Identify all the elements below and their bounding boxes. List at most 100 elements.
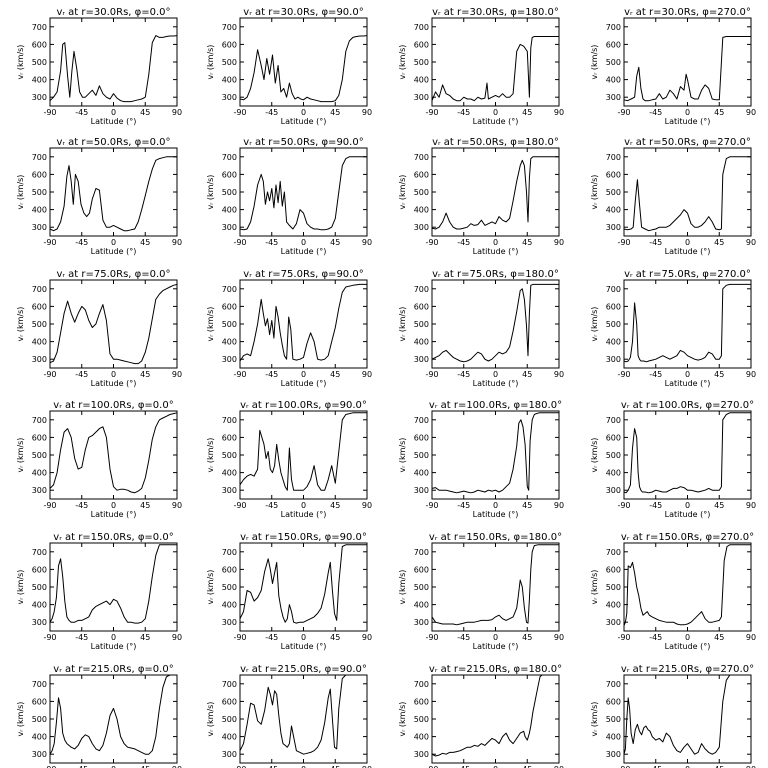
y-tick-label: 700 [222, 416, 237, 425]
y-tick-label: 500 [606, 451, 621, 460]
series-line [49, 283, 178, 365]
x-tick-label: 90 [172, 765, 182, 768]
y-tick-label: 500 [32, 583, 47, 592]
panel-title: vᵣ at r=50.0Rs, φ=180.0° [432, 137, 559, 148]
x-tick-label: -90 [425, 633, 438, 642]
y-axis-label: vᵣ (km/s) [206, 45, 215, 80]
x-tick-label: -90 [233, 765, 246, 768]
y-tick-label: 400 [222, 338, 237, 347]
y-tick-label: 600 [606, 433, 621, 442]
panel-18: vᵣ at r=150.0Rs, φ=90.0° -90 -45 0 45 90 300 40… [206, 532, 372, 651]
plot-frame [49, 147, 178, 237]
series-line [239, 35, 368, 103]
x-tick-label: -45 [649, 108, 662, 117]
y-tick-label: 300 [606, 93, 621, 102]
x-tick-label: -90 [43, 633, 56, 642]
panel-7: vᵣ at r=50.0Rs, φ=180.0° -90 -45 0 45 90 300 40… [398, 137, 564, 256]
y-axis-label: vᵣ (km/s) [398, 702, 407, 737]
y-axis-label: vᵣ (km/s) [16, 45, 25, 80]
x-tick-label: 0 [493, 238, 498, 247]
y-tick-label: 500 [32, 188, 47, 197]
y-tick-label: 500 [606, 583, 621, 592]
plot-frame [431, 17, 560, 107]
series-line [431, 544, 559, 626]
y-axis-label: vᵣ (km/s) [16, 307, 25, 342]
x-tick-label: 0 [301, 633, 306, 642]
panel-title: vᵣ at r=100.0Rs, φ=90.0° [240, 400, 367, 411]
y-tick-label: 400 [32, 469, 47, 478]
y-tick-label: 700 [32, 153, 47, 162]
x-tick-label: -90 [233, 238, 246, 247]
y-tick-label: 500 [222, 715, 237, 724]
panel-11: vᵣ at r=75.0Rs, φ=180.0° -90 -45 0 45 90 300 40… [398, 269, 564, 388]
y-tick-label: 700 [32, 548, 47, 557]
x-tick-label: 90 [554, 238, 564, 247]
x-tick-label: -90 [43, 370, 56, 379]
panel-20: vᵣ at r=150.0Rs, φ=270.0° -90 -45 0 45 90 300 4… [590, 532, 756, 651]
x-tick-label: 45 [714, 238, 724, 247]
panel-1: vᵣ at r=30.0Rs, φ=0.0° -90 -45 0 45 90 300 400 5… [16, 7, 182, 126]
y-axis-label: vᵣ (km/s) [590, 45, 599, 80]
x-tick-label: -45 [265, 501, 278, 510]
x-tick-label: -45 [265, 370, 278, 379]
x-tick-label: 90 [554, 633, 564, 642]
y-axis-label: vᵣ (km/s) [206, 570, 215, 605]
plot-frame [239, 147, 368, 237]
y-tick-label: 300 [222, 93, 237, 102]
x-tick-label: 90 [362, 238, 372, 247]
x-tick-label: 90 [554, 108, 564, 117]
plot-frame [623, 279, 752, 369]
x-tick-label: 45 [140, 108, 150, 117]
y-tick-label: 400 [222, 601, 237, 610]
x-tick-label: -45 [265, 765, 278, 768]
y-tick-label: 400 [32, 76, 47, 85]
x-tick-label: -90 [617, 501, 630, 510]
x-tick-label: -90 [425, 238, 438, 247]
x-tick-label: 0 [493, 633, 498, 642]
series-line [239, 544, 367, 624]
series-line [623, 412, 751, 494]
plot-frame [431, 542, 560, 632]
x-tick-label: 90 [746, 238, 756, 247]
x-tick-label: -90 [43, 765, 56, 768]
y-tick-label: 700 [32, 416, 47, 425]
x-tick-label: -90 [617, 238, 630, 247]
y-tick-label: 600 [222, 565, 237, 574]
series-line [49, 35, 178, 103]
x-tick-label: 90 [362, 633, 372, 642]
x-tick-label: 0 [111, 370, 116, 379]
panel-title: vᵣ at r=30.0Rs, φ=180.0° [432, 7, 559, 18]
panel-22: vᵣ at r=215.0Rs, φ=90.0° -90 -45 0 45 90 300 40… [206, 664, 372, 768]
x-tick-label: 45 [522, 370, 532, 379]
y-tick-label: 400 [414, 469, 429, 478]
x-tick-label: 45 [140, 633, 150, 642]
y-axis-label: vᵣ (km/s) [398, 307, 407, 342]
y-tick-label: 300 [222, 750, 237, 759]
x-tick-label: 0 [685, 238, 690, 247]
x-tick-label: -45 [457, 633, 470, 642]
plot-frame [239, 279, 368, 369]
y-tick-label: 500 [222, 58, 237, 67]
panel-title: vᵣ at r=75.0Rs, φ=0.0° [56, 269, 170, 280]
y-tick-label: 300 [414, 93, 429, 102]
y-tick-label: 700 [414, 23, 429, 32]
panel-title: vᵣ at r=100.0Rs, φ=0.0° [53, 400, 173, 411]
x-axis-label: Latitude (°) [473, 247, 519, 256]
y-tick-label: 600 [414, 433, 429, 442]
y-tick-label: 700 [32, 285, 47, 294]
y-tick-label: 700 [414, 680, 429, 689]
plot-frame [623, 542, 752, 632]
x-tick-label: 45 [330, 108, 340, 117]
x-tick-label: -45 [457, 501, 470, 510]
panel-title: vᵣ at r=50.0Rs, φ=270.0° [624, 137, 751, 148]
panel-title: vᵣ at r=30.0Rs, φ=270.0° [624, 7, 751, 18]
y-tick-label: 400 [32, 206, 47, 215]
x-axis-label: Latitude (°) [665, 247, 711, 256]
x-tick-label: 45 [714, 501, 724, 510]
panel-10: vᵣ at r=75.0Rs, φ=90.0° -90 -45 0 45 90 300 400… [206, 269, 372, 388]
y-tick-label: 400 [414, 76, 429, 85]
x-axis-label: Latitude (°) [91, 379, 137, 388]
y-tick-label: 600 [32, 302, 47, 311]
x-tick-label: 0 [301, 370, 306, 379]
series-line [49, 412, 178, 494]
